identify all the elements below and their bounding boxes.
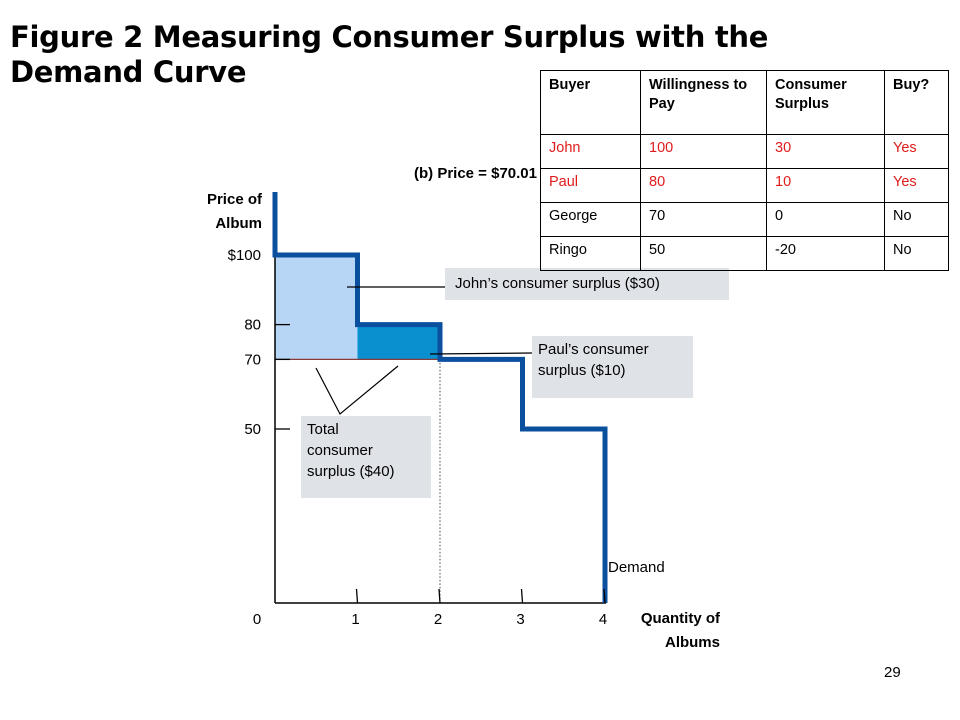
- surplus-areas: [275, 255, 440, 360]
- table-cell: George: [540, 202, 641, 237]
- x-tick-mark: [603, 588, 606, 604]
- x-axis-label-line-1: Quantity of: [641, 610, 721, 627]
- table-cell: 10: [766, 168, 885, 203]
- header-willingness-to-pay: Willingness to Pay: [640, 70, 767, 135]
- y-axis-label-line-2: Album: [215, 215, 262, 232]
- total-surplus-label-line-2: consumer: [307, 442, 373, 459]
- table-cell: 70: [640, 202, 767, 237]
- table-cell: 100: [640, 134, 767, 169]
- x-tick-label: 2: [434, 611, 442, 628]
- paul-surplus-area: [357, 324, 440, 360]
- buyer-table: Buyer Willingness to Pay Consumer Surplu…: [540, 70, 949, 271]
- john-surplus-area: [275, 255, 358, 360]
- x-tick-label: 1: [351, 611, 359, 628]
- table-cell: Paul: [540, 168, 641, 203]
- title-line-1: Figure 2 Measuring Consumer Surplus with…: [10, 20, 769, 54]
- x-tick-mark: [355, 588, 359, 604]
- title-line-2: Demand Curve: [10, 55, 247, 89]
- john-surplus-callout: John’s consumer surplus ($30): [445, 268, 729, 300]
- chart-labels: (b) Price = $70.01 Price of Album Quanti…: [207, 165, 721, 651]
- y-tick-label: 70: [244, 351, 261, 368]
- john-surplus-label: John’s consumer surplus ($30): [455, 275, 660, 292]
- table-row: Ringo 50 -20 No: [540, 236, 949, 271]
- table-cell: 80: [640, 168, 767, 203]
- y-tick-label: 50: [244, 421, 261, 438]
- paul-leader-line: [429, 352, 533, 355]
- table-row: Paul 80 10 Yes: [540, 168, 949, 203]
- paul-surplus-label-line-2: surplus ($10): [538, 362, 626, 379]
- x-tick-label: 4: [599, 611, 607, 628]
- table-cell: -20: [766, 236, 885, 271]
- paul-surplus-label-line-1: Paul’s consumer: [538, 341, 649, 358]
- header-consumer-surplus: Consumer Surplus: [766, 70, 885, 135]
- table-cell: Yes: [884, 134, 949, 169]
- x-tick-label: 0: [253, 611, 261, 628]
- total-surplus-callout: Total consumer surplus ($40): [301, 416, 431, 498]
- y-tick-label: 80: [244, 317, 261, 334]
- table-cell: John: [540, 134, 641, 169]
- total-surplus-label-line-1: Total: [307, 421, 339, 438]
- table-cell: Yes: [884, 168, 949, 203]
- demand-curve-group: [272, 192, 608, 603]
- x-axis-label-line-2: Albums: [665, 634, 720, 651]
- header-buyer: Buyer: [540, 70, 641, 135]
- tick-marks: [275, 323, 606, 604]
- demand-label: Demand: [608, 559, 665, 576]
- demand-curve: [272, 192, 608, 603]
- total-surplus-label-line-3: surplus ($40): [307, 463, 395, 480]
- guide-lines: [275, 358, 441, 603]
- slide-title: Figure 2 Measuring Consumer Surplus with…: [10, 20, 770, 90]
- x-tick-mark: [520, 588, 524, 604]
- table-row: George 70 0 No: [540, 202, 949, 237]
- total-leader-line: [315, 365, 399, 415]
- page-number: 29: [884, 664, 901, 681]
- y-axis-label-line-1: Price of: [207, 191, 263, 208]
- table-cell: No: [884, 202, 949, 237]
- chart-subtitle: (b) Price = $70.01: [414, 165, 537, 182]
- x-tick-label: 3: [516, 611, 524, 628]
- table-cell: 50: [640, 236, 767, 271]
- paul-surplus-callout: Paul’s consumer surplus ($10): [532, 336, 693, 398]
- x-tick-mark: [438, 588, 441, 604]
- callout-leader-lines: [315, 286, 533, 415]
- table-cell: 30: [766, 134, 885, 169]
- table-cell: Ringo: [540, 236, 641, 271]
- chart-axes: [274, 192, 606, 604]
- table-row: John 100 30 Yes: [540, 134, 949, 169]
- y-tick-label: $100: [228, 247, 261, 264]
- table-header-row: Buyer Willingness to Pay Consumer Surplu…: [540, 70, 949, 135]
- table-cell: No: [884, 236, 949, 271]
- header-buy: Buy?: [884, 70, 949, 135]
- table-cell: 0: [766, 202, 885, 237]
